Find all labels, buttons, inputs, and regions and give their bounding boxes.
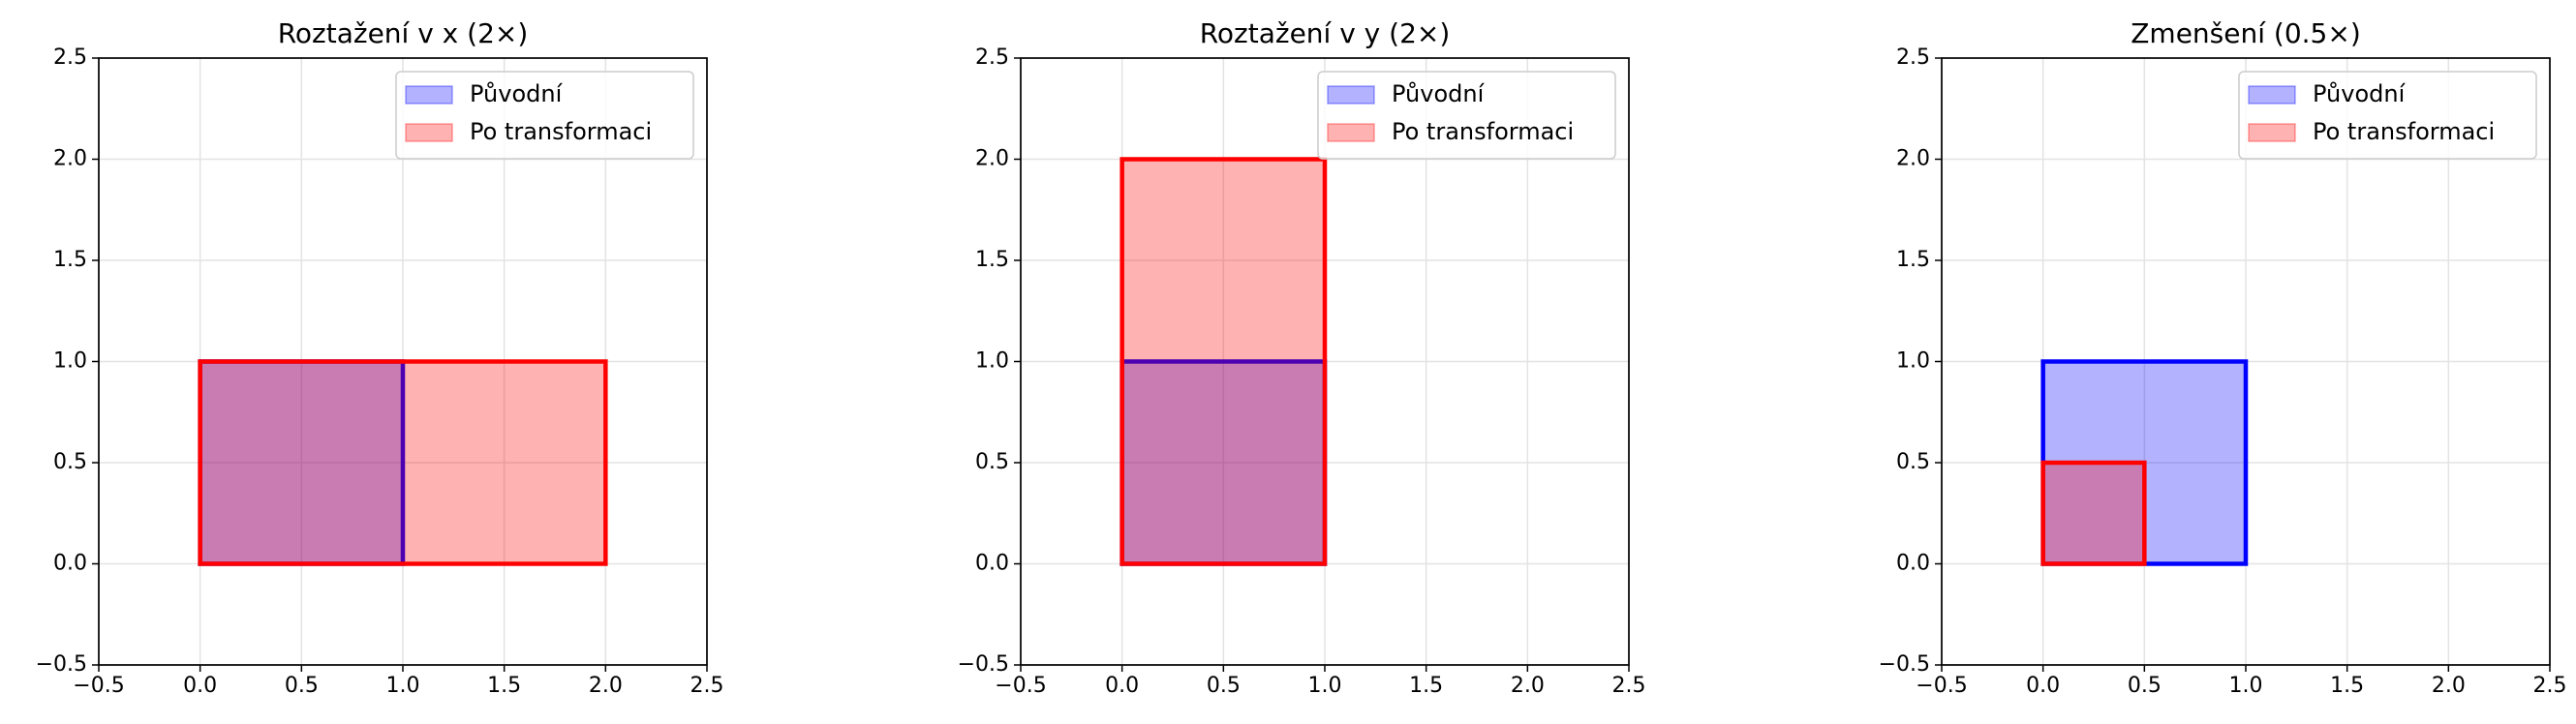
- x-tick-label: 2.0: [1511, 674, 1545, 698]
- legend-label: Původní: [470, 80, 564, 107]
- y-tick-label: 0.0: [1896, 552, 1930, 576]
- legend-swatch: [405, 123, 453, 142]
- x-tick-label: −0.5: [995, 674, 1046, 698]
- x-tick-label: 2.5: [690, 674, 724, 698]
- y-tick-label: 1.0: [1896, 349, 1930, 374]
- x-tick-label: 2.5: [2533, 674, 2567, 698]
- legend-box: [395, 71, 694, 160]
- shape: [1119, 157, 1328, 566]
- y-tick-label: 0.0: [53, 552, 87, 576]
- legend: Původní Po transformaci: [2238, 71, 2537, 160]
- legend-label: Po transformaci: [470, 118, 652, 145]
- y-tick-label: 1.5: [975, 248, 1009, 272]
- y-tick-label: −0.5: [1879, 652, 1930, 677]
- y-tick-label: −0.5: [958, 652, 1009, 677]
- subplot: Roztažení v x (2×) −0.5 0.0 0.5 1.0 1.5 2.0 2.5…: [36, 17, 724, 698]
- x-tick-label: 1.0: [2229, 674, 2263, 698]
- legend-swatch: [2248, 85, 2296, 105]
- legend-swatch: [2248, 123, 2296, 142]
- subplot: Roztažení v y (2×) −0.5 0.0 0.5 1.0 1.5 2.0 2.5…: [958, 17, 1646, 698]
- y-tick-label: 2.5: [1896, 45, 1930, 70]
- x-tick-label: 0.5: [1207, 674, 1241, 698]
- x-tick-label: 1.0: [1308, 674, 1342, 698]
- legend-swatch: [1327, 123, 1375, 142]
- y-tick-label: 0.5: [53, 450, 87, 474]
- x-tick-label: 0.5: [2128, 674, 2162, 698]
- y-tick-label: 1.5: [1896, 248, 1930, 272]
- legend-swatch: [405, 85, 453, 105]
- legend-label: Po transformaci: [1392, 118, 1574, 145]
- x-tick-label: 0.0: [183, 674, 217, 698]
- y-tick-label: 0.5: [1896, 450, 1930, 474]
- chart-title: Roztažení v x (2×): [278, 17, 529, 49]
- y-tick-label: 2.0: [53, 147, 87, 171]
- x-tick-label: −0.5: [1916, 674, 1967, 698]
- x-tick-label: 2.0: [2432, 674, 2466, 698]
- y-tick-label: 1.0: [975, 349, 1009, 374]
- legend-box: [2238, 71, 2537, 160]
- subplot: Zmenšení (0.5×) −0.5 0.0 0.5 1.0 1.5 2.0 2.5 −0.…: [1879, 17, 2567, 698]
- y-tick-label: 0.5: [975, 450, 1009, 474]
- shape: [198, 359, 608, 566]
- legend: Původní Po transformaci: [395, 71, 694, 160]
- legend: Původní Po transformaci: [1317, 71, 1616, 160]
- legend-box: [1317, 71, 1616, 160]
- legend-label: Po transformaci: [2313, 118, 2495, 145]
- x-tick-label: 0.0: [2026, 674, 2060, 698]
- x-tick-label: 1.5: [487, 674, 521, 698]
- y-tick-label: 2.5: [53, 45, 87, 70]
- y-tick-label: 2.0: [1896, 147, 1930, 171]
- y-tick-label: 2.0: [975, 147, 1009, 171]
- y-tick-label: 0.0: [975, 552, 1009, 576]
- x-tick-label: 1.0: [386, 674, 420, 698]
- legend-label: Původní: [1392, 80, 1486, 107]
- x-tick-label: −0.5: [73, 674, 124, 698]
- axes-frame: [1020, 57, 1630, 666]
- axes-frame: [98, 57, 708, 666]
- chart-title: Zmenšení (0.5×): [2131, 17, 2361, 49]
- x-tick-label: 0.5: [285, 674, 319, 698]
- y-tick-label: −0.5: [36, 652, 87, 677]
- shape: [2040, 460, 2147, 566]
- x-tick-label: 2.0: [589, 674, 623, 698]
- legend-swatch: [1327, 85, 1375, 105]
- y-tick-label: 2.5: [975, 45, 1009, 70]
- y-tick-label: 1.5: [53, 248, 87, 272]
- x-tick-label: 0.0: [1105, 674, 1139, 698]
- x-tick-label: 2.5: [1612, 674, 1646, 698]
- chart-title: Roztažení v y (2×): [1200, 17, 1451, 49]
- axes-frame: [1941, 57, 2551, 666]
- x-tick-label: 1.5: [1409, 674, 1443, 698]
- x-tick-label: 1.5: [2330, 674, 2364, 698]
- y-tick-label: 1.0: [53, 349, 87, 374]
- legend-label: Původní: [2313, 80, 2407, 107]
